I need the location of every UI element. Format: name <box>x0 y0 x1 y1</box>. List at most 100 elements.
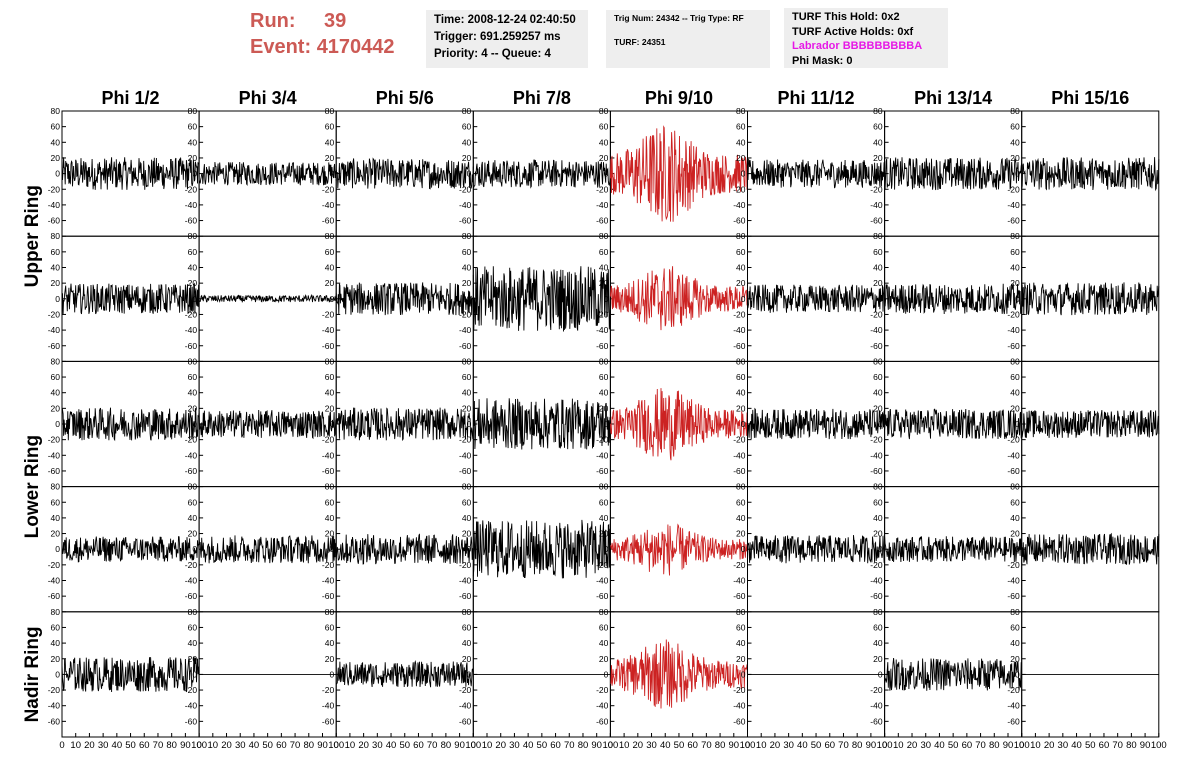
x-tick-label: 20 <box>770 740 781 751</box>
y-tick-label: -60 <box>733 216 746 226</box>
y-tick-label: 40 <box>599 388 609 398</box>
y-tick-label: -40 <box>48 200 61 210</box>
y-tick-label: 80 <box>1010 231 1020 241</box>
event-label: Event: <box>250 36 312 58</box>
y-tick-label: -20 <box>459 685 472 695</box>
waveform-trace <box>472 398 611 450</box>
y-tick-label: 60 <box>462 372 472 382</box>
x-tick-label: 80 <box>989 740 1000 751</box>
y-tick-label: 20 <box>736 403 746 413</box>
y-tick-label: 40 <box>1010 137 1020 147</box>
y-tick-label: -60 <box>870 591 883 601</box>
x-tick-label: 60 <box>139 740 150 751</box>
x-tick-label: 80 <box>441 740 452 751</box>
x-tick-label: 100 <box>877 740 893 751</box>
x-tick-label: 60 <box>687 740 698 751</box>
column-header: Phi 13/14 <box>914 88 992 108</box>
y-tick-label: 40 <box>462 388 472 398</box>
y-tick-label: 80 <box>736 482 746 492</box>
y-tick-label: 0 <box>878 169 883 179</box>
x-tick-label: 90 <box>180 740 191 751</box>
x-tick-label: 70 <box>975 740 986 751</box>
y-tick-label: -40 <box>733 576 746 586</box>
y-tick-label: -20 <box>870 435 883 445</box>
y-tick-label: -20 <box>459 435 472 445</box>
y-tick-label: 20 <box>51 654 61 664</box>
y-tick-label: 80 <box>325 607 335 617</box>
y-tick-label: -20 <box>185 435 198 445</box>
row-label: Lower Ring <box>22 435 43 538</box>
y-tick-label: 60 <box>51 622 61 632</box>
y-tick-label: 60 <box>736 622 746 632</box>
x-tick-label: 70 <box>564 740 575 751</box>
x-tick-label: 90 <box>317 740 328 751</box>
x-tick-label: 50 <box>537 740 548 751</box>
y-tick-label: 20 <box>51 153 61 163</box>
waveform-trace <box>472 519 611 579</box>
y-tick-label: -60 <box>322 716 335 726</box>
y-tick-label: -40 <box>48 701 61 711</box>
x-tick-label: 40 <box>386 740 397 751</box>
y-tick-label: -20 <box>870 309 883 319</box>
y-tick-label: 60 <box>599 497 609 507</box>
y-tick-label: -60 <box>1007 216 1020 226</box>
y-tick-label: 0 <box>55 294 60 304</box>
y-tick-label: 60 <box>188 372 198 382</box>
y-tick-label: 60 <box>599 122 609 132</box>
y-tick-label: 40 <box>1010 638 1020 648</box>
y-tick-label: 20 <box>51 278 61 288</box>
waveform-trace <box>747 284 886 313</box>
priority-text: Priority: 4 -- Queue: 4 <box>434 48 551 60</box>
x-tick-label: 80 <box>715 740 726 751</box>
y-tick-label: 60 <box>873 122 883 132</box>
y-tick-label: 80 <box>599 356 609 366</box>
y-tick-label: 20 <box>462 403 472 413</box>
x-tick-label: 80 <box>852 740 863 751</box>
run-event-box: Run: 39 Event: 4170442 <box>250 8 395 60</box>
y-tick-label: 80 <box>1010 607 1020 617</box>
y-tick-label: 40 <box>51 513 61 523</box>
x-tick-label: 70 <box>427 740 438 751</box>
x-tick-label: 40 <box>660 740 671 751</box>
y-tick-label: 60 <box>1010 247 1020 257</box>
event-value: 4170442 <box>316 36 395 58</box>
row-label: Upper Ring <box>22 185 43 287</box>
y-tick-label: 40 <box>599 137 609 147</box>
y-tick-label: 40 <box>325 263 335 273</box>
x-tick-label: 0 <box>608 740 613 751</box>
y-tick-label: 60 <box>188 122 198 132</box>
x-tick-label: 70 <box>838 740 849 751</box>
column-header: Phi 1/2 <box>102 88 160 108</box>
y-tick-label: 0 <box>192 294 197 304</box>
y-tick-label: -20 <box>870 184 883 194</box>
y-tick-label: -20 <box>596 560 609 570</box>
y-tick-label: 0 <box>192 169 197 179</box>
y-tick-label: -20 <box>596 435 609 445</box>
y-tick-label: 40 <box>873 263 883 273</box>
x-tick-label: 40 <box>1071 740 1082 751</box>
y-tick-label: 60 <box>599 247 609 257</box>
y-tick-label: 20 <box>325 654 335 664</box>
y-tick-label: 20 <box>873 153 883 163</box>
y-tick-label: -40 <box>733 325 746 335</box>
y-tick-label: 60 <box>1010 622 1020 632</box>
y-tick-label: 0 <box>878 419 883 429</box>
y-tick-label: 20 <box>599 278 609 288</box>
y-tick-label: -40 <box>596 701 609 711</box>
y-tick-label: 0 <box>55 544 60 554</box>
y-tick-label: 0 <box>604 419 609 429</box>
y-tick-label: 80 <box>873 482 883 492</box>
y-tick-label: 20 <box>325 153 335 163</box>
x-tick-label: 50 <box>674 740 685 751</box>
x-tick-label: 30 <box>1058 740 1069 751</box>
y-tick-label: -60 <box>733 716 746 726</box>
y-tick-label: -60 <box>48 216 61 226</box>
y-tick-label: 40 <box>188 638 198 648</box>
y-tick-label: 0 <box>467 419 472 429</box>
y-tick-label: 20 <box>188 403 198 413</box>
x-tick-label: 80 <box>578 740 589 751</box>
y-tick-label: -60 <box>596 466 609 476</box>
y-tick-label: 40 <box>188 513 198 523</box>
y-tick-label: -40 <box>48 325 61 335</box>
y-tick-label: -40 <box>870 200 883 210</box>
